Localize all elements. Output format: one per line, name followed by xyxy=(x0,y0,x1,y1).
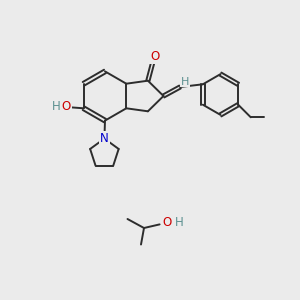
Text: O: O xyxy=(62,100,71,113)
Text: N: N xyxy=(100,132,109,145)
Text: O: O xyxy=(150,50,159,63)
Text: O: O xyxy=(163,216,172,230)
Text: H: H xyxy=(52,100,61,113)
Text: H: H xyxy=(175,216,184,230)
Text: H: H xyxy=(181,76,190,87)
